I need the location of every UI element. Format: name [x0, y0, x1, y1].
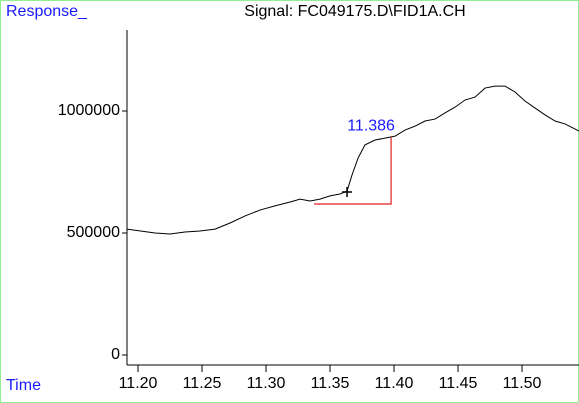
x-tick-label: 11.45	[439, 375, 478, 392]
x-axis-label: Time	[6, 377, 41, 394]
x-tick-label: 11.30	[247, 375, 286, 392]
x-tick-label: 11.40	[375, 375, 414, 392]
peak-label: 11.386	[347, 117, 395, 134]
y-tick-label: 0	[111, 346, 120, 363]
y-tick-label: 500000	[67, 224, 120, 241]
y-axis-label: Response_	[6, 3, 88, 20]
integration-baseline	[314, 137, 392, 205]
cursor-marker	[342, 187, 353, 198]
x-tick-label: 11.25	[183, 375, 222, 392]
chart-title: Signal: FC049175.D\FID1A.CH	[244, 3, 465, 20]
x-tick-label: 11.20	[119, 375, 158, 392]
x-tick-label: 11.50	[503, 375, 542, 392]
x-tick-label: 11.35	[311, 375, 350, 392]
y-tick-label: 1000000	[58, 102, 120, 119]
signal-line	[126, 85, 579, 235]
